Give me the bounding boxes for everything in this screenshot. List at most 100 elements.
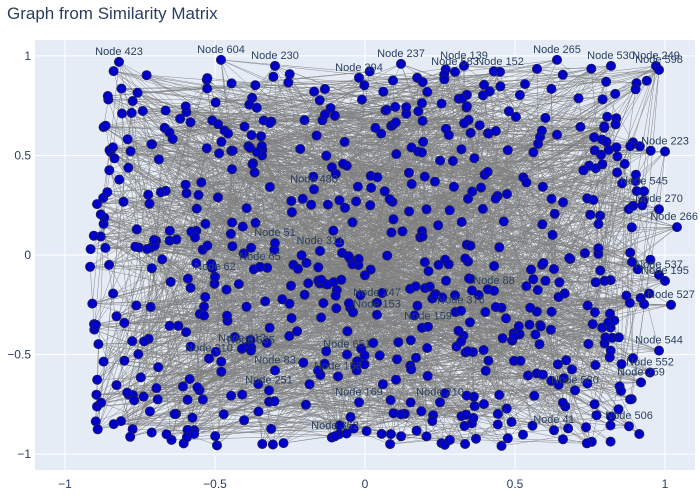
node-point [334, 195, 345, 206]
node-point [474, 120, 485, 131]
node-point [450, 66, 460, 77]
node-point [314, 95, 325, 106]
node-point [225, 228, 236, 239]
node-point [322, 199, 333, 210]
node-point [654, 64, 664, 75]
node-point [419, 171, 430, 182]
node-point [540, 275, 551, 286]
node-point [593, 243, 604, 254]
node-point [645, 145, 656, 156]
node-point [422, 343, 433, 353]
node-point [583, 339, 594, 349]
node-point [509, 331, 519, 342]
node-point [141, 70, 152, 81]
node-point [298, 357, 309, 368]
node-point [423, 266, 434, 277]
node-point [102, 187, 113, 198]
node-point [359, 80, 370, 91]
node-point [479, 79, 489, 90]
node-point [250, 80, 261, 91]
node-label: Node 195 [641, 265, 689, 277]
node-point [167, 134, 178, 144]
node-point [96, 397, 107, 408]
node-label: Node 62 [194, 261, 236, 273]
node-point [468, 413, 479, 423]
node-point [461, 390, 472, 401]
node-point [401, 102, 412, 113]
node-point [553, 292, 564, 302]
node-point [321, 346, 332, 357]
node-point [149, 235, 159, 245]
node-point [164, 320, 175, 331]
node-point [639, 186, 649, 197]
node-point [384, 194, 395, 205]
node-point [441, 275, 451, 286]
node-point [567, 364, 577, 375]
node-point [494, 389, 505, 400]
node-point [354, 397, 364, 408]
node-point [269, 396, 280, 407]
node-point [345, 412, 356, 422]
node-point [632, 264, 643, 275]
node-point [624, 421, 634, 432]
node-point [95, 209, 106, 220]
node-point [372, 297, 382, 308]
node-point [461, 101, 472, 112]
node-point [330, 290, 341, 301]
x-axis-ticks: −1 −0.5 0 0.5 1 [58, 477, 669, 491]
node-point [448, 181, 459, 192]
node-point [333, 371, 343, 382]
node-point [129, 395, 140, 406]
node-point [144, 198, 155, 209]
node-point [393, 337, 404, 348]
node-point [213, 119, 224, 130]
node-point [197, 394, 208, 405]
node-point [406, 179, 417, 189]
node-point [108, 288, 119, 299]
node-point [177, 381, 188, 392]
node-point [138, 391, 149, 402]
node-point [610, 88, 621, 99]
node-point [329, 110, 340, 121]
node-point [532, 285, 543, 295]
node-point [462, 346, 473, 357]
node-point [405, 397, 416, 408]
node-point [467, 186, 478, 197]
node-point [654, 204, 664, 215]
node-point [490, 126, 501, 136]
node-point [606, 60, 616, 71]
node-point [313, 262, 324, 273]
node-point [185, 341, 196, 352]
node-point [171, 234, 182, 245]
node-point [502, 189, 512, 199]
node-point [590, 277, 601, 288]
node-point [561, 355, 572, 366]
node-point [199, 301, 209, 312]
node-label: Node 152 [476, 56, 524, 68]
node-label: Node 552 [626, 357, 674, 369]
node-point [366, 182, 377, 193]
node-point [227, 241, 238, 252]
node-point [524, 319, 535, 330]
node-point [591, 410, 602, 421]
node-point [478, 399, 489, 410]
node-point [573, 93, 584, 104]
node-point [641, 75, 652, 86]
node-point [164, 225, 175, 236]
node-point [210, 346, 221, 357]
node-point [297, 193, 308, 204]
node-label: Node 480 [290, 173, 338, 185]
node-point [456, 336, 467, 347]
node-point [293, 263, 303, 274]
y-axis-ticks: −1 −0.5 0 0.5 1 [7, 49, 31, 461]
node-point [361, 426, 372, 437]
node-point [471, 433, 481, 444]
node-point [490, 302, 501, 312]
node-point [605, 436, 616, 447]
node-point [315, 246, 325, 256]
node-point [422, 86, 433, 97]
node-point [545, 324, 556, 335]
node-point [111, 311, 122, 322]
node-point [467, 285, 477, 296]
node-point [180, 101, 191, 112]
